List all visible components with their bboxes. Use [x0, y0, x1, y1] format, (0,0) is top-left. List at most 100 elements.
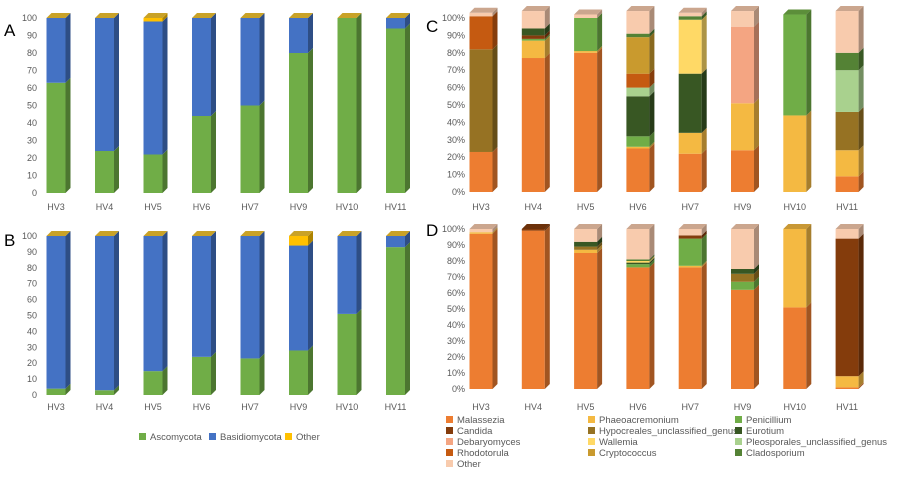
- legend-swatch-other: [285, 433, 292, 440]
- bar-segment-d-hv9-eurotium: [731, 269, 754, 274]
- x-tick-label-b: HV5: [144, 402, 162, 412]
- bar-side-a-hv7-basidiomycota: [259, 13, 265, 106]
- bar-side-d-hv7-phaeoacremonium: [701, 260, 707, 268]
- y-tick-label-a: 60: [27, 83, 37, 93]
- bar-side-c-hv9-phaeoacremonium: [754, 98, 759, 151]
- chart-c: 0% 10% 20% 30% 40% 50% 60% 70% 80% 90% 100% HV3 HV4 H…: [442, 6, 864, 212]
- bar-top-c-hv3: [469, 7, 498, 13]
- bar-segment-a-hv5-other: [143, 18, 163, 22]
- bar-top-a-hv9: [289, 13, 313, 18]
- bar-top-d-hv9: [731, 224, 759, 229]
- bar-segment-c-hv3-malassezia: [469, 151, 493, 192]
- legend-swatch-genus-hypocreales-unclassified-genus: [588, 427, 595, 434]
- bar-side-a-hv9-basidiomycota: [308, 13, 313, 53]
- bar-top-a-hv5: [143, 13, 168, 18]
- legend-item-genus-debaryomyces: Debaryomyces: [446, 437, 521, 448]
- bar-segment-d-hv11-other: [835, 229, 859, 239]
- bar-side-d-hv5-other: [597, 224, 603, 242]
- bar-side-c-hv6-pleosporales-unclassified-genus: [649, 82, 655, 97]
- bar-segment-b-hv11-ascomycota: [386, 247, 405, 395]
- legend-label-ascomycota: Ascomycota: [150, 432, 202, 443]
- bar-side-c-hv4-phaeoacremonium: [544, 35, 550, 59]
- x-tick-label-b: HV7: [241, 402, 259, 412]
- bar-segment-c-hv6-other: [626, 11, 650, 34]
- legend-item-other: Other: [285, 432, 320, 443]
- bar-side-b-hv5-basidiomycota: [162, 231, 168, 372]
- x-tick-label-d: HV5: [577, 402, 595, 412]
- y-tick-label-d: 20%: [447, 352, 465, 362]
- bar-segment-b-hv11-basidiomycota: [386, 236, 405, 248]
- bar-segment-a-hv11-basidiomycota: [386, 18, 405, 29]
- legend-label-genus-cladosporium: Cladosporium: [746, 448, 805, 459]
- bar-segment-d-hv11-candida: [835, 238, 859, 377]
- bar-segment-c-hv5-penicillium: [574, 18, 598, 52]
- bar-d-hv10: [783, 224, 812, 389]
- bar-side-a-hv5-ascomycota: [162, 149, 168, 193]
- bar-segment-a-hv3-ascomycota: [46, 82, 66, 193]
- bar-side-d-hv5-malassezia: [597, 248, 603, 389]
- y-tick-label-a: 90: [27, 31, 37, 41]
- bar-top-a-hv4: [95, 13, 119, 18]
- bar-top-a-hv3: [46, 13, 71, 18]
- bar-side-d-hv10-malassezia: [806, 302, 812, 389]
- bar-side-a-hv5-basidiomycota: [162, 16, 168, 155]
- bar-side-d-hv4-candida: [544, 224, 550, 231]
- bar-segment-d-hv11-malassezia: [835, 387, 859, 389]
- y-tick-label-a: 40: [27, 118, 37, 128]
- bar-side-d-hv9-eurotium: [754, 264, 759, 274]
- bar-segment-d-hv9-other: [731, 229, 754, 269]
- legend-label-basidiomycota: Basidiomycota: [220, 432, 282, 443]
- bar-side-a-hv4-basidiomycota: [114, 13, 119, 151]
- bar-segment-c-hv6-pleosporales-unclassified-genus: [626, 87, 650, 97]
- bar-side-c-hv5-malassezia: [597, 47, 603, 192]
- bar-b-hv11: [386, 231, 410, 395]
- bar-segment-d-hv7-other: [678, 229, 702, 236]
- bar-a-hv6: [192, 13, 216, 193]
- bar-top-b-hv9: [289, 231, 313, 236]
- legend-item-genus-penicillium: Penicillium: [735, 415, 791, 426]
- x-tick-label-c: HV3: [472, 202, 490, 212]
- y-tick-label-b: 30: [27, 342, 37, 352]
- bar-side-b-hv3-basidiomycota: [65, 231, 71, 389]
- bar-segment-d-hv6-other: [626, 229, 650, 260]
- bar-side-d-hv3-other: [492, 224, 498, 233]
- bar-side-c-hv11-cladosporium: [858, 47, 864, 71]
- y-tick-label-b: 40: [27, 326, 37, 336]
- bar-segment-c-hv3-rhodotorula: [469, 16, 493, 50]
- bar-side-a-hv7-ascomycota: [259, 100, 265, 193]
- bar-side-c-hv6-cladosporium: [649, 28, 655, 38]
- bar-segment-d-hv3-other: [469, 229, 493, 233]
- bar-a-hv5: [143, 13, 168, 193]
- y-tick-label-d: 40%: [447, 320, 465, 330]
- bar-side-d-hv7-malassezia: [701, 262, 707, 389]
- bar-segment-c-hv11-malassezia: [835, 176, 859, 192]
- bar-segment-d-hv4-candida: [521, 229, 545, 231]
- bar-side-c-hv7-phaeoacremonium: [701, 127, 707, 154]
- legend-label-genus-penicillium: Penicillium: [746, 415, 791, 426]
- bar-side-c-hv6-phaeoacremonium: [649, 141, 655, 149]
- bar-side-c-hv10-phaeoacremonium: [806, 110, 812, 192]
- bar-d-hv3: [469, 224, 498, 389]
- y-tick-label-c: 10%: [447, 170, 465, 180]
- y-tick-label-d: 70%: [447, 272, 465, 282]
- bar-a-hv10: [337, 13, 362, 193]
- legend-item-genus-hypocreales-unclassified-genus: Hypocreales_unclassified_genus: [588, 426, 738, 437]
- legend-item-genus-candida: Candida: [446, 426, 493, 437]
- panel-label-b: B: [4, 231, 15, 250]
- bar-segment-c-hv3-hypocreales-unclassified-genus: [469, 49, 493, 152]
- legend-swatch-basidiomycota: [209, 433, 216, 440]
- x-tick-label-a: HV4: [96, 202, 114, 212]
- bar-segment-b-hv3-basidiomycota: [46, 236, 66, 389]
- bar-segment-d-hv6-cladosporium: [626, 259, 650, 261]
- bar-segment-c-hv7-phaeoacremonium: [678, 132, 702, 154]
- bar-side-c-hv3-rhodotorula: [492, 11, 498, 50]
- bar-segment-c-hv5-phaeoacremonium: [574, 51, 598, 53]
- bar-a-hv4: [95, 13, 119, 193]
- bar-side-c-hv4-eurotium: [544, 23, 550, 36]
- bar-top-d-hv10: [783, 224, 812, 229]
- bar-side-d-hv3-phaeoacremonium: [492, 227, 498, 234]
- bar-segment-c-hv4-eurotium: [521, 28, 545, 36]
- bar-side-d-hv5-eurotium: [597, 236, 603, 247]
- bar-side-b-hv11-ascomycota: [405, 242, 410, 395]
